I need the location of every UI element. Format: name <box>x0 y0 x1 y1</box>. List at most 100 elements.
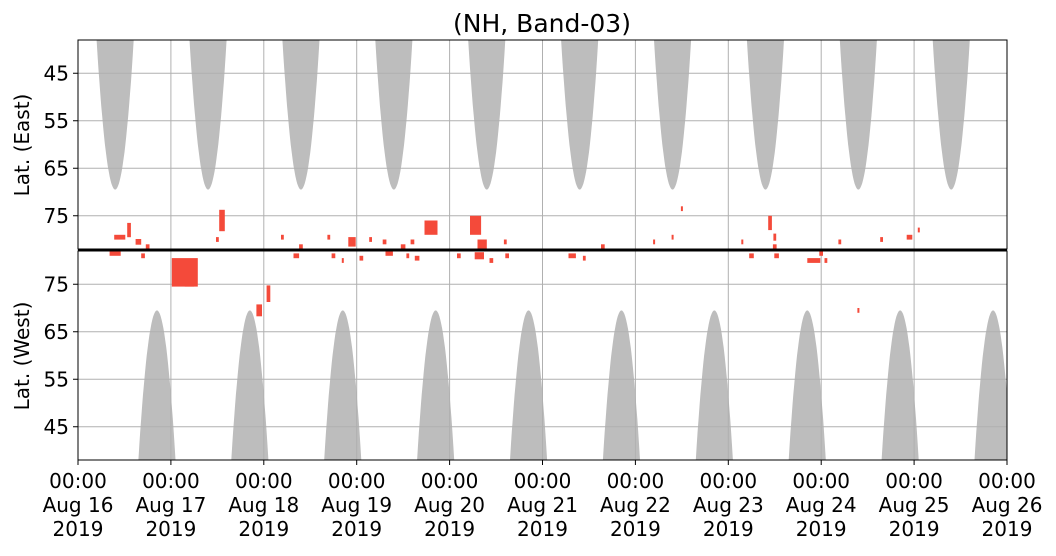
xtick-label-3-1: Aug 19 <box>321 493 392 517</box>
east-panel-frame <box>77 39 1008 250</box>
east-echo-0 <box>114 234 126 240</box>
west-echo-layer <box>109 251 860 317</box>
east-y-axis-label: Lat. (East) <box>10 94 34 197</box>
west-echo-15 <box>489 258 494 263</box>
west-coverage-swath-9 <box>974 310 1007 460</box>
east-echo-1 <box>127 222 131 238</box>
east-echo-4 <box>216 237 219 242</box>
west-echo-7 <box>331 253 336 259</box>
east-echo-26 <box>838 239 842 245</box>
east-echo-15 <box>470 215 482 235</box>
xtick-label-8-1: Aug 24 <box>786 493 857 517</box>
xtick-label-9-1: Aug 25 <box>879 493 950 517</box>
grid-layer <box>78 40 1007 460</box>
xtick-label-6-0: 00:00 <box>607 469 665 493</box>
west-coverage-swath-3 <box>417 310 455 460</box>
west-echo-10 <box>385 251 393 256</box>
xtick-label-2-1: Aug 18 <box>228 493 299 517</box>
xtick-label-7-1: Aug 23 <box>693 493 764 517</box>
west-coverage-swath-0 <box>138 310 176 460</box>
west-echo-20 <box>774 253 779 259</box>
east-echo-6 <box>281 234 284 240</box>
east-coverage-swath-7 <box>746 40 784 190</box>
west-echo-23 <box>824 258 828 263</box>
xtick-label-6-2: 2019 <box>610 517 661 541</box>
east-coverage-swath-4 <box>468 40 506 190</box>
east-echo-9 <box>348 237 356 247</box>
west-ytick-label-65: 65 <box>44 320 69 344</box>
east-echo-layer <box>114 206 920 249</box>
east-echo-19 <box>653 239 656 245</box>
east-echo-7 <box>299 244 303 249</box>
west-echo-6 <box>293 253 300 259</box>
xtick-label-8-2: 2019 <box>796 517 847 541</box>
west-echo-12 <box>414 255 420 261</box>
xtick-label-4-0: 00:00 <box>421 469 479 493</box>
xtick-label-0-1: Aug 16 <box>43 493 114 517</box>
west-echo-3 <box>184 277 195 287</box>
east-coverage-swath-9 <box>932 40 970 190</box>
east-ytick-label-45: 45 <box>44 61 69 85</box>
west-ytick-label-45: 45 <box>44 415 69 439</box>
east-coverage-swath-1 <box>189 40 227 190</box>
east-coverage-swath-8 <box>839 40 877 190</box>
west-echo-16 <box>505 253 509 259</box>
xtick-label-1-1: Aug 17 <box>135 493 206 517</box>
xtick-label-4-1: Aug 20 <box>414 493 485 517</box>
xtick-label-0-2: 2019 <box>53 517 104 541</box>
west-coverage-swath-4 <box>510 310 548 460</box>
west-echo-17 <box>568 253 576 259</box>
east-coverage-swath-6 <box>654 40 692 190</box>
east-echo-29 <box>917 227 920 233</box>
east-coverage-swath-5 <box>561 40 599 190</box>
xtick-label-5-2: 2019 <box>517 517 568 541</box>
west-echo-0 <box>109 251 121 256</box>
west-coverage-layer <box>138 310 1007 460</box>
xtick-label-8-0: 00:00 <box>792 469 850 493</box>
west-echo-5 <box>266 285 271 302</box>
west-y-axis-label: Lat. (West) <box>10 302 34 411</box>
west-coverage-swath-2 <box>324 310 362 460</box>
xtick-label-10-2: 2019 <box>982 517 1033 541</box>
west-echo-11 <box>406 253 410 259</box>
xtick-label-10-1: Aug 26 <box>972 493 1043 517</box>
xtick-label-1-2: 2019 <box>145 517 196 541</box>
east-echo-24 <box>773 233 777 241</box>
xtick-label-4-2: 2019 <box>424 517 475 541</box>
east-coverage-swath-2 <box>282 40 320 190</box>
xtick-label-10-0: 00:00 <box>978 469 1036 493</box>
east-echo-12 <box>400 244 406 249</box>
west-coverage-swath-1 <box>231 310 269 460</box>
east-echo-23 <box>768 215 772 231</box>
east-echo-11 <box>382 239 387 245</box>
xtick-label-3-2: 2019 <box>331 517 382 541</box>
xtick-label-6-1: Aug 22 <box>600 493 671 517</box>
xtick-label-5-0: 00:00 <box>514 469 572 493</box>
east-coverage-swath-0 <box>96 40 134 190</box>
west-echo-24 <box>857 308 860 313</box>
east-echo-10 <box>369 237 372 242</box>
west-echo-9 <box>359 255 364 261</box>
xtick-label-2-0: 00:00 <box>235 469 293 493</box>
west-echo-8 <box>341 258 344 263</box>
east-echo-3 <box>145 244 150 249</box>
east-echo-27 <box>880 237 883 242</box>
west-coverage-swath-5 <box>602 310 640 460</box>
west-echo-4 <box>256 304 262 317</box>
east-echo-17 <box>503 239 507 245</box>
east-echo-14 <box>424 220 438 235</box>
xtick-label-5-1: Aug 21 <box>507 493 578 517</box>
east-echo-16 <box>477 239 487 249</box>
west-ytick-label-75: 75 <box>44 272 69 296</box>
xtick-label-0-0: 00:00 <box>49 469 107 493</box>
east-echo-13 <box>410 239 415 245</box>
east-ytick-label-65: 65 <box>44 156 69 180</box>
east-echo-8 <box>327 234 331 240</box>
east-echo-20 <box>671 234 674 240</box>
west-coverage-swath-7 <box>788 310 826 460</box>
west-echo-18 <box>582 255 586 261</box>
east-echo-21 <box>680 206 683 212</box>
west-coverage-swath-8 <box>881 310 919 460</box>
